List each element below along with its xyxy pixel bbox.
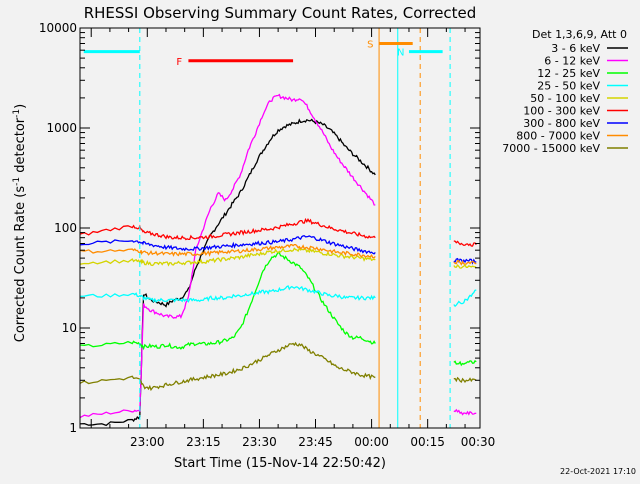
flag-label-n: N xyxy=(397,48,404,59)
legend-label: 100 - 300 keV xyxy=(523,105,600,118)
flag-label-s: S xyxy=(367,39,373,50)
x-tick-label: 00:30 xyxy=(461,435,496,449)
series-after-gap-7000-15000-kev xyxy=(453,376,477,384)
legend-label: 25 - 50 keV xyxy=(537,80,600,93)
plot-area: N F S 1 10 100 1000 10000 23:00 23:15 23:30 23:45 00… xyxy=(39,21,495,449)
series-line-50-100-kev xyxy=(80,247,376,267)
timestamp: 22-Oct-2021 17:10 xyxy=(560,467,636,476)
series-line-12-25-kev xyxy=(80,251,376,351)
legend-label: 300 - 800 keV xyxy=(523,117,600,130)
y-axis-label-text: Corrected Count Rate (s xyxy=(13,186,28,343)
plot-inner: N F S xyxy=(80,28,477,428)
series-line-6-12-kev xyxy=(80,93,376,419)
y-tick-label: 1000 xyxy=(46,121,77,135)
x-tick-label: 23:15 xyxy=(186,435,221,449)
series-after-gap-12-25-kev xyxy=(453,359,477,367)
legend-label: 3 - 6 keV xyxy=(551,42,600,55)
series-line-300-800-kev xyxy=(80,235,376,255)
y-tick-label: 10000 xyxy=(39,21,77,35)
y-axis-label-end: ) xyxy=(13,104,28,109)
legend-label: 7000 - 15000 keV xyxy=(502,142,600,155)
series-after-gap-300-800-kev xyxy=(453,257,477,265)
y-tick-label: 100 xyxy=(54,221,77,235)
x-tick-label: 23:00 xyxy=(130,435,165,449)
x-tick-label: 00:00 xyxy=(354,435,389,449)
x-tick-label: 23:30 xyxy=(242,435,277,449)
series-line-3-6-kev xyxy=(80,118,376,427)
series-line-25-50-kev xyxy=(80,285,376,303)
legend-header: Det 1,3,6,9, Att 0 xyxy=(532,28,627,41)
y-axis-label-mid: detector xyxy=(13,117,28,177)
chart-title: RHESSI Observing Summary Count Rates, Co… xyxy=(84,4,477,22)
y-axis-label: Corrected Count Rate (s-1 detector-1) xyxy=(12,104,28,342)
y-axis-label-exp2: -1 xyxy=(12,109,22,118)
series-line-7000-15000-kev xyxy=(80,341,376,392)
series-after-gap-25-50-kev xyxy=(453,289,477,308)
legend-label: 6 - 12 keV xyxy=(544,55,600,68)
flag-label-f: F xyxy=(176,57,182,68)
legend-label: 800 - 7000 keV xyxy=(516,130,600,143)
legend-label: 12 - 25 keV xyxy=(537,67,600,80)
x-tick-label: 23:45 xyxy=(298,435,333,449)
series-line-100-300-kev xyxy=(80,217,376,241)
y-axis-label-exp: -1 xyxy=(12,177,22,186)
x-tick-label: 00:15 xyxy=(410,435,445,449)
y-tick-label: 1 xyxy=(69,421,77,435)
series-line-800-7000-kev xyxy=(80,243,376,259)
x-axis-label: Start Time (15-Nov-14 22:50:42) xyxy=(174,456,386,471)
series-after-gap-100-300-kev xyxy=(453,240,477,247)
y-tick-label: 10 xyxy=(62,321,77,335)
legend-label: 50 - 100 keV xyxy=(530,92,600,105)
series-after-gap-50-100-kev xyxy=(453,263,477,269)
series-after-gap-6-12-kev xyxy=(453,408,477,416)
